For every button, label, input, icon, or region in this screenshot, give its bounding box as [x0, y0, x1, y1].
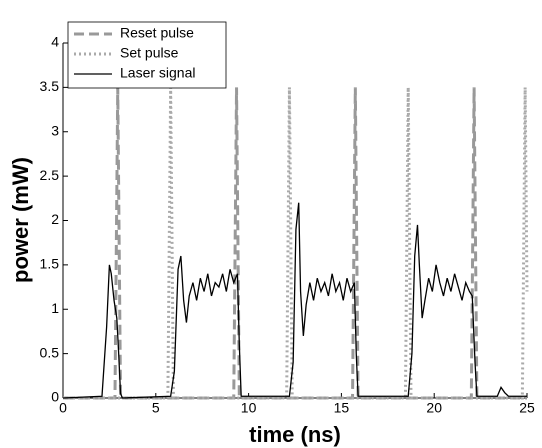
legend-label: Reset pulse — [120, 25, 194, 41]
axes: 0 0.5 1 1.5 2 2.5 3 3.5 4 0 5 10 15 20 25 — [40, 34, 535, 416]
y-tick-label: 0.5 — [40, 344, 60, 360]
legend-label: Set pulse — [120, 45, 179, 61]
x-tick-label: 20 — [426, 400, 442, 416]
y-tick-label: 0 — [51, 389, 59, 405]
y-tick-label: 3.5 — [40, 78, 60, 94]
y-tick-label: 3 — [51, 122, 59, 138]
series-line — [63, 87, 529, 400]
x-axis-label: time (ns) — [249, 422, 341, 447]
y-tick-label: 4 — [51, 34, 59, 50]
x-tick-label: 5 — [152, 400, 160, 416]
legend: Reset pulse Set pulse Laser signal — [67, 21, 227, 89]
legend-label: Laser signal — [120, 65, 196, 81]
x-tick-label: 25 — [519, 400, 535, 416]
plot-area — [63, 87, 529, 400]
y-tick-label: 2 — [51, 211, 59, 227]
series-line — [63, 202, 527, 399]
y-tick-label: 1 — [51, 300, 59, 316]
x-tick-label: 15 — [334, 400, 350, 416]
y-tick-label: 2.5 — [40, 167, 60, 183]
series-line — [63, 87, 527, 400]
x-tick-label: 10 — [241, 400, 257, 416]
y-tick-label: 1.5 — [40, 256, 60, 272]
x-tick-label: 0 — [59, 400, 67, 416]
y-axis-label: power (mW) — [8, 157, 33, 283]
